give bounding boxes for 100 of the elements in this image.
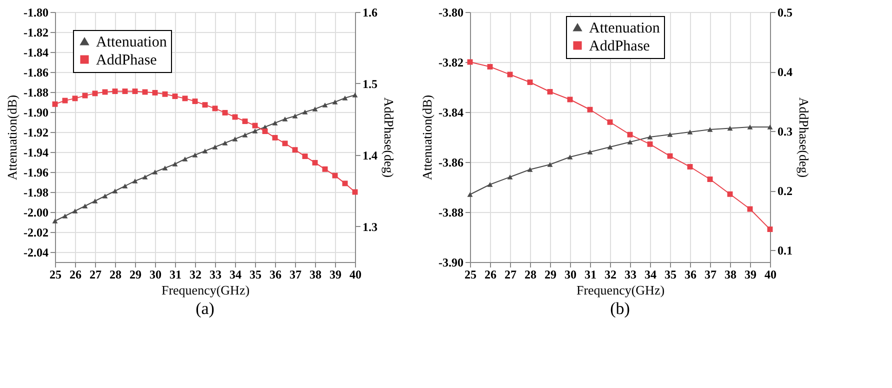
point <box>122 88 128 94</box>
point <box>122 184 128 188</box>
point <box>152 90 158 96</box>
x-tick-label: 40 <box>350 268 362 282</box>
x-tick-label: 26 <box>70 268 82 282</box>
x-tick-label: 28 <box>524 268 536 282</box>
x-tick-label: 29 <box>544 268 556 282</box>
legend-label: Attenuation <box>96 34 168 50</box>
point <box>627 140 633 144</box>
point <box>272 120 278 126</box>
y2-tick-label: 0.5 <box>778 6 792 20</box>
y-tick-label: -1.80 <box>24 6 48 20</box>
point <box>62 98 68 104</box>
point <box>112 188 118 194</box>
point <box>627 132 633 138</box>
point <box>667 132 673 137</box>
point <box>487 64 493 70</box>
point <box>607 144 613 150</box>
x-tick-label: 38 <box>724 268 736 282</box>
point <box>152 170 158 174</box>
point <box>72 96 78 102</box>
point <box>747 206 753 212</box>
point <box>282 140 288 146</box>
point <box>52 101 58 107</box>
point <box>302 110 308 114</box>
point <box>182 96 188 102</box>
y2-tick-label: 0.2 <box>778 184 792 198</box>
y-tick-label: -2.02 <box>24 226 48 240</box>
point <box>82 204 88 208</box>
point <box>687 164 693 170</box>
x-axis-title: Frequency(GHz) <box>161 282 250 298</box>
y-tick-label: -3.86 <box>438 156 464 170</box>
point <box>587 106 593 112</box>
point <box>242 132 248 138</box>
point <box>112 88 118 94</box>
point <box>212 106 218 112</box>
x-tick-label: 33 <box>210 268 222 282</box>
point <box>527 167 533 172</box>
point <box>92 90 98 96</box>
point <box>132 178 138 184</box>
x-tick-label: 27 <box>90 268 102 282</box>
x-tick-label: 31 <box>170 268 182 282</box>
x-tick-label: 38 <box>310 268 322 282</box>
point <box>292 147 298 153</box>
x-tick-label: 37 <box>290 268 302 282</box>
point <box>312 106 318 112</box>
x-tick-label: 36 <box>684 268 696 282</box>
y-tick-label: -1.88 <box>24 86 48 100</box>
point <box>547 162 553 167</box>
legend-label: AddPhase <box>589 38 650 54</box>
point <box>222 140 228 146</box>
y2-axis-title: AddPhase(deg) <box>382 97 396 178</box>
x-tick-label: 28 <box>110 268 122 282</box>
point <box>707 176 713 182</box>
point <box>507 174 513 180</box>
point <box>192 152 198 158</box>
x-tick-label: 36 <box>270 268 282 282</box>
y-tick-label: -3.84 <box>438 106 464 120</box>
point <box>687 130 693 134</box>
point <box>352 92 358 98</box>
point <box>342 180 348 186</box>
point <box>262 128 268 134</box>
y-tick-label: -1.86 <box>24 66 48 80</box>
point <box>647 134 653 140</box>
point <box>182 156 188 162</box>
point <box>192 98 198 104</box>
legend-label: Attenuation <box>589 20 660 36</box>
point <box>312 160 318 166</box>
point <box>332 100 338 104</box>
point <box>322 166 328 172</box>
y-tick-label: -3.88 <box>438 206 464 220</box>
y2-tick-label: 0.4 <box>778 65 792 80</box>
point <box>172 162 178 166</box>
point <box>202 148 208 154</box>
point <box>222 110 228 116</box>
y-tick-label: -1.98 <box>24 186 48 200</box>
y2-axis-title: AddPhase(deg) <box>796 97 812 178</box>
point <box>567 154 573 160</box>
x-axis-title: Frequency(GHz) <box>576 282 665 298</box>
point <box>322 102 328 108</box>
x-tick-label: 27 <box>504 268 516 282</box>
x-tick-label: 34 <box>230 268 242 282</box>
point <box>527 80 533 85</box>
y-axis-title: Attenuation(dB) <box>420 94 435 180</box>
point <box>142 174 148 180</box>
point <box>342 96 348 100</box>
y-tick-label: -1.84 <box>24 46 48 60</box>
y2-tick-label: 0.1 <box>778 244 792 258</box>
point <box>487 182 493 187</box>
x-tick-label: 32 <box>190 268 202 282</box>
point <box>467 192 473 197</box>
x-tick-label: 34 <box>644 268 656 282</box>
point <box>172 94 178 100</box>
y-tick-label: -1.92 <box>24 126 48 140</box>
point <box>92 198 98 204</box>
point <box>767 226 773 232</box>
x-tick-label: 29 <box>130 268 142 282</box>
y-tick-label: -3.90 <box>438 256 464 270</box>
x-tick-label: 30 <box>564 268 576 282</box>
point <box>232 136 238 142</box>
